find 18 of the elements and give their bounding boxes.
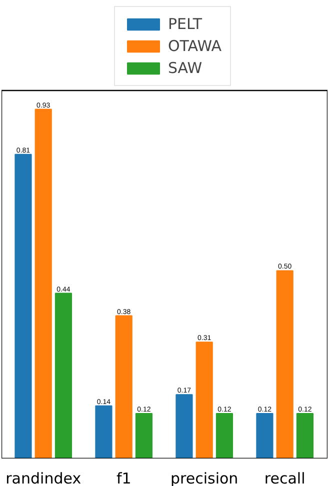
bar xyxy=(115,315,132,458)
bar xyxy=(135,412,153,458)
bar xyxy=(54,292,72,458)
bar xyxy=(216,412,234,458)
bar xyxy=(196,342,213,458)
bar xyxy=(14,154,32,458)
bar xyxy=(176,394,193,458)
x-tick-label: recall xyxy=(264,470,306,486)
bar xyxy=(95,405,112,458)
legend-label: SAW xyxy=(168,59,202,77)
bar xyxy=(256,412,274,458)
bar xyxy=(34,108,52,458)
legend-label: OTAWA xyxy=(168,37,222,55)
legend-label: PELT xyxy=(168,15,202,33)
x-tick-label: f1 xyxy=(116,470,132,486)
bar xyxy=(296,412,314,458)
bar xyxy=(276,270,294,458)
x-tick-label: randindex xyxy=(6,470,82,486)
